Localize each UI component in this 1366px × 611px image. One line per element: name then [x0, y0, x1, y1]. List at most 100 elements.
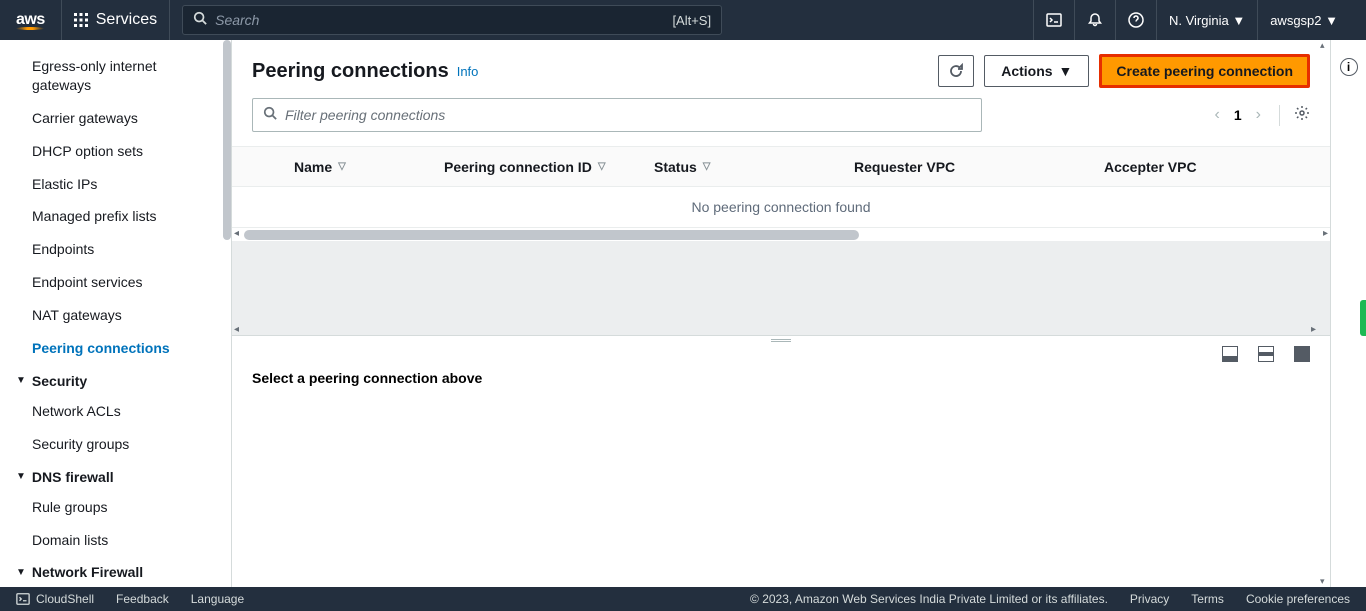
cookie-preferences-link[interactable]: Cookie preferences — [1246, 592, 1350, 606]
account-menu[interactable]: awsgsp2 ▼ — [1257, 0, 1350, 40]
language-link[interactable]: Language — [191, 592, 244, 606]
view-full-button[interactable] — [1294, 346, 1310, 362]
scroll-up-icon: ▴ — [1320, 40, 1325, 51]
column-requester-label: Requester VPC — [854, 159, 955, 175]
feedback-tab[interactable] — [1360, 300, 1366, 336]
footer-bar: CloudShell Feedback Language © 2023, Ama… — [0, 587, 1366, 611]
sidebar-item-elastic-ips[interactable]: Elastic IPs — [0, 168, 231, 201]
view-split-button[interactable] — [1258, 346, 1274, 362]
sidebar-item-network-acls[interactable]: Network ACLs — [0, 395, 231, 428]
info-icon: i — [1347, 60, 1350, 74]
column-requester-vpc[interactable]: Requester VPC — [842, 159, 1092, 175]
column-peering-id-label: Peering connection ID — [444, 159, 592, 175]
content-vertical-scrollbar[interactable]: ▴ ▾ — [1318, 40, 1330, 587]
refresh-button[interactable] — [938, 55, 974, 87]
sidebar-section-network-firewall[interactable]: ▼ Network Firewall — [0, 556, 231, 586]
cloudshell-label: CloudShell — [36, 592, 94, 606]
sidebar-item-endpoints[interactable]: Endpoints — [0, 233, 231, 266]
detail-panel: Select a peering connection above — [232, 335, 1330, 587]
sidebar-item-nat-gateways[interactable]: NAT gateways — [0, 299, 231, 332]
sidebar-item-carrier-gateways[interactable]: Carrier gateways — [0, 102, 231, 135]
sidebar-section-network-firewall-label: Network Firewall — [32, 564, 143, 580]
column-name-label: Name — [294, 159, 332, 175]
sidebar-item-egress-only-igw[interactable]: Egress-only internet gateways — [0, 50, 231, 102]
pagination: ‹ 1 › — [1215, 105, 1310, 126]
scroll-down-icon: ▾ — [1320, 576, 1325, 587]
caret-down-icon: ▼ — [16, 567, 26, 578]
page-header: Peering connections Info Actions ▼ Creat… — [232, 40, 1330, 98]
prev-page-button[interactable]: ‹ — [1215, 106, 1220, 124]
sidebar-item-security-groups[interactable]: Security groups — [0, 428, 231, 461]
info-panel-toggle[interactable]: i — [1340, 58, 1358, 76]
sidebar-scrollbar[interactable] — [223, 40, 231, 240]
column-status[interactable]: Status▽ — [642, 159, 842, 175]
create-peering-connection-button[interactable]: Create peering connection — [1099, 54, 1310, 88]
main-area: Egress-only internet gateways Carrier ga… — [0, 40, 1366, 587]
sidebar-item-peering-connections[interactable]: Peering connections — [0, 332, 231, 365]
sort-icon: ▽ — [598, 161, 606, 172]
sidebar-section-dns-firewall[interactable]: ▼DNS firewall — [0, 461, 231, 491]
right-info-rail: i — [1330, 40, 1366, 587]
actions-label: Actions — [1001, 63, 1052, 79]
table-horizontal-scrollbar[interactable]: ◂ ▸ — [232, 227, 1330, 241]
sidebar-section-security[interactable]: ▼ Security — [0, 365, 231, 395]
notifications-icon[interactable] — [1074, 0, 1115, 40]
topnav-right-group: N. Virginia ▼ awsgsp2 ▼ — [1033, 0, 1350, 40]
caret-down-icon: ▼ — [1059, 63, 1073, 79]
scroll-left-icon: ◂ — [234, 228, 239, 239]
header-actions: Actions ▼ Create peering connection — [938, 54, 1310, 88]
sort-icon: ▽ — [703, 161, 711, 172]
panel-view-mode-buttons — [1222, 346, 1310, 362]
global-search[interactable]: [Alt+S] — [182, 5, 722, 35]
region-selector[interactable]: N. Virginia ▼ — [1156, 0, 1257, 40]
sidebar-item-dhcp-option-sets[interactable]: DHCP option sets — [0, 135, 231, 168]
filter-input-wrap[interactable] — [252, 98, 982, 132]
gear-icon — [1294, 105, 1310, 121]
side-navigation: Egress-only internet gateways Carrier ga… — [0, 40, 232, 587]
column-name[interactable]: Name▽ — [282, 159, 432, 175]
feedback-link[interactable]: Feedback — [116, 592, 169, 606]
scroll-thumb[interactable] — [244, 230, 859, 240]
cloudshell-icon[interactable] — [1033, 0, 1074, 40]
privacy-link[interactable]: Privacy — [1130, 592, 1169, 606]
column-peering-id[interactable]: Peering connection ID ▽ — [432, 159, 642, 175]
cloudshell-link[interactable]: CloudShell — [16, 592, 94, 606]
actions-dropdown-button[interactable]: Actions ▼ — [984, 55, 1089, 87]
search-shortcut-hint: [Alt+S] — [672, 13, 711, 28]
sidebar-item-rule-groups[interactable]: Rule groups — [0, 491, 231, 524]
filter-input[interactable] — [285, 107, 971, 123]
column-accepter-label: Accepter VPC — [1104, 159, 1197, 175]
search-icon — [263, 106, 277, 125]
footer-left-group: CloudShell Feedback Language — [16, 592, 244, 606]
sidebar-item-endpoint-services[interactable]: Endpoint services — [0, 266, 231, 299]
scroll-left-icon: ◂ — [234, 324, 239, 335]
table-settings-button[interactable] — [1279, 105, 1310, 126]
search-input[interactable] — [215, 12, 672, 28]
account-label: awsgsp2 — [1270, 13, 1321, 28]
column-accepter-vpc[interactable]: Accepter VPC — [1092, 159, 1330, 175]
sidebar-item-domain-lists[interactable]: Domain lists — [0, 524, 231, 557]
terms-link[interactable]: Terms — [1191, 592, 1224, 606]
page-title: Peering connections — [252, 60, 449, 83]
grid-icon — [74, 13, 88, 27]
next-page-button[interactable]: › — [1256, 106, 1261, 124]
services-menu-button[interactable]: Services — [61, 0, 170, 40]
filter-row: ‹ 1 › — [232, 98, 1330, 146]
sidebar-section-security-label: Security — [32, 373, 87, 389]
info-link[interactable]: Info — [457, 64, 479, 79]
peering-connections-table: Name▽ Peering connection ID▽ Status▽ Req… — [232, 146, 1330, 241]
footer-right-group: © 2023, Amazon Web Services India Privat… — [750, 592, 1350, 606]
content-region: Peering connections Info Actions ▼ Creat… — [232, 40, 1330, 587]
table-header-row: Name▽ Peering connection ID▽ Status▽ Req… — [232, 147, 1330, 187]
view-bottom-button[interactable] — [1222, 346, 1238, 362]
caret-down-icon: ▼ — [16, 375, 26, 386]
sidebar-item-managed-prefix-lists[interactable]: Managed prefix lists — [0, 200, 231, 233]
create-peering-label: Create peering connection — [1116, 63, 1293, 79]
column-select-all[interactable] — [232, 160, 282, 173]
region-label: N. Virginia — [1169, 13, 1229, 28]
aws-logo[interactable]: aws — [16, 11, 45, 30]
help-icon[interactable] — [1115, 0, 1156, 40]
aws-logo-text: aws — [16, 11, 45, 28]
panel-resize-handle[interactable] — [771, 338, 791, 344]
panel-gap: ◂ ▸ — [232, 241, 1330, 335]
